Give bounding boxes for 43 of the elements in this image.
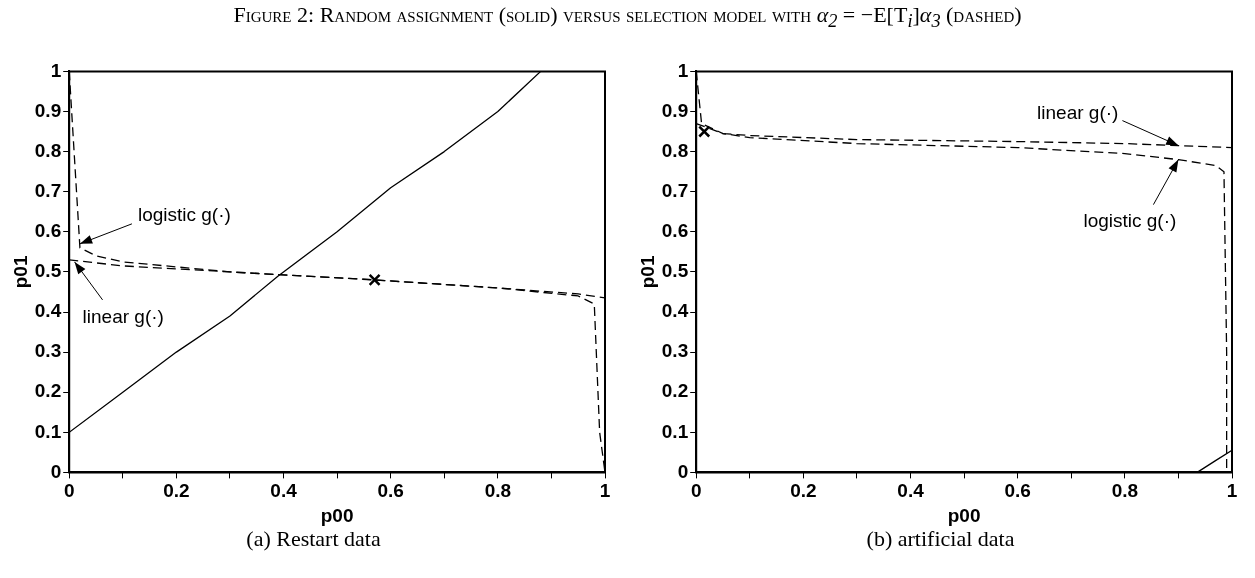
x-tick-label: 0.4 [270, 480, 298, 502]
y-tick-label: 0.3 [34, 340, 62, 362]
y-tick-label: 0 [50, 460, 62, 482]
y-tick-label: 0.6 [34, 220, 62, 242]
y-axis-title: p01 [636, 255, 658, 289]
chart-title: Figure 2: Random assignment (solid) versus selection model with α$_{2}$ = −E[T$_{i}$]α$_{3}$ (dashed) [233, 2, 1022, 32]
y-tick-label: 0.4 [34, 300, 62, 322]
y-tick-label: 0 [677, 460, 689, 482]
y-tick-label: 0.3 [661, 340, 689, 362]
y-tick-label: 0.9 [661, 99, 689, 121]
x-tick-label: 1 [1226, 480, 1238, 502]
x-tick-label: 0.6 [377, 480, 404, 502]
y-tick-label: 1 [50, 59, 62, 81]
annotation: linear g(·) [1037, 101, 1119, 123]
x-tick-label: 0.2 [790, 480, 817, 502]
y-tick-label: 0.4 [661, 300, 689, 322]
annotation: logistic g(·) [1083, 209, 1177, 231]
y-tick-label: 0.1 [661, 420, 689, 442]
y-tick-label: 0.5 [34, 260, 62, 282]
x-axis-title: p00 [320, 504, 354, 526]
annotation: linear g(·) [82, 306, 164, 328]
text: (b) artificial data [865, 526, 1016, 552]
x-axis-title: p00 [947, 504, 981, 526]
y-axis-title: p01 [9, 255, 31, 289]
annotation: logistic g(·) [137, 204, 231, 226]
y-tick-label: 0.8 [34, 139, 62, 161]
y-tick-label: 0.2 [661, 380, 689, 402]
text: (a) Restart data [245, 526, 382, 552]
y-tick-label: 0.2 [34, 380, 62, 402]
x-tick-label: 0.8 [484, 480, 512, 502]
y-tick-label: 0.9 [34, 99, 62, 121]
y-tick-label: 0.6 [661, 220, 689, 242]
x-tick-label: 0.6 [1004, 480, 1031, 502]
y-tick-label: 0.7 [661, 179, 689, 201]
y-tick-label: 0.8 [661, 139, 689, 161]
x-tick-label: 0.2 [163, 480, 190, 502]
x-tick-label: 1 [599, 480, 611, 502]
y-tick-label: 0.1 [34, 420, 62, 442]
y-tick-label: 1 [677, 59, 689, 81]
y-tick-label: 0.7 [34, 179, 62, 201]
x-tick-label: 0.8 [1111, 480, 1139, 502]
y-tick-label: 0.5 [661, 260, 689, 282]
x-tick-label: 0.4 [897, 480, 925, 502]
